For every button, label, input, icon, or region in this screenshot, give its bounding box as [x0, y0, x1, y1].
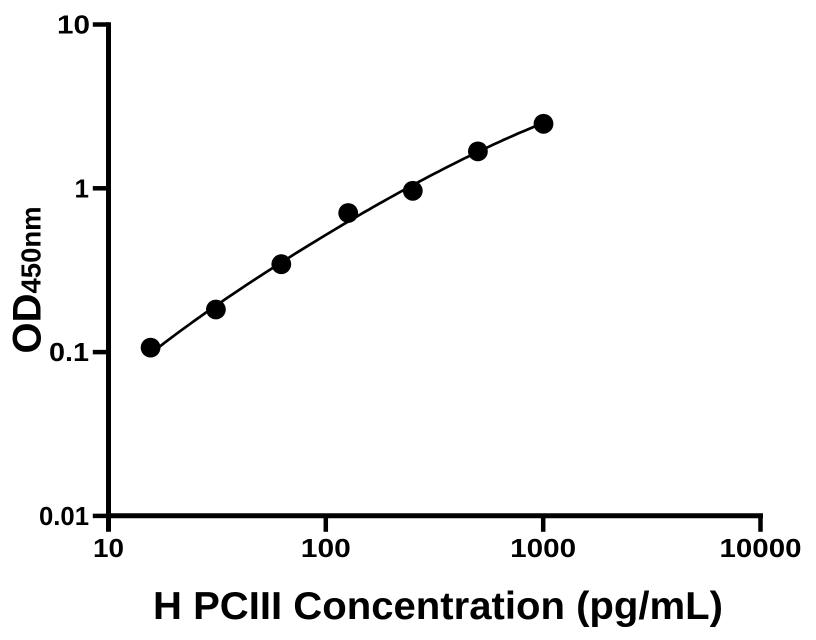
svg-text:1: 1: [75, 173, 89, 203]
svg-text:0.1: 0.1: [49, 337, 89, 367]
svg-text:0.01: 0.01: [39, 501, 89, 531]
svg-text:1000: 1000: [510, 533, 576, 563]
svg-text:10: 10: [57, 10, 90, 40]
svg-text:H PCIII Concentration (pg/mL): H PCIII Concentration (pg/mL): [153, 585, 723, 628]
svg-text:10: 10: [93, 533, 124, 563]
svg-text:10000: 10000: [720, 533, 802, 563]
svg-text:100: 100: [301, 533, 351, 563]
